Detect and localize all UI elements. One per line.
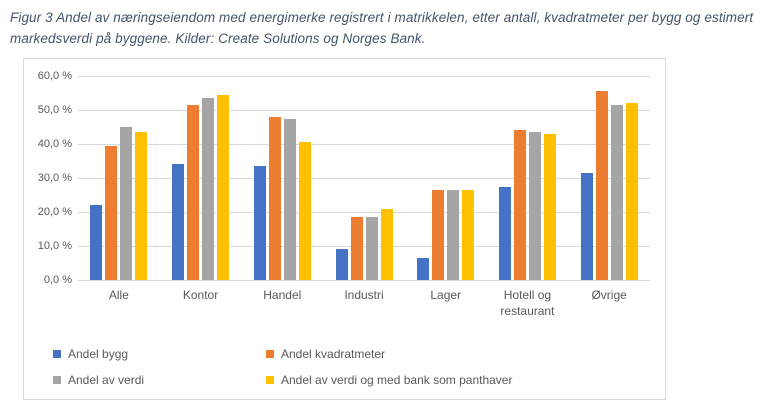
legend-item-label: Andel av verdi og med bank som panthaver [281,373,513,387]
gridline [78,211,650,213]
y-axis-tick-label: 30,0 % [37,172,72,184]
plot-area: 0,0 % 10,0 % 20,0 % 30,0 % 40,0 % 50,0 % 60,0 … [38,70,650,318]
gridline [78,279,650,281]
y-axis-tick-label: 20,0 % [37,206,72,218]
bar [298,142,311,280]
gridline [78,75,650,77]
y-axis-tick-label: 10,0 % [37,240,72,252]
figure-caption: Figur 3 Andel av næringseiendom med ener… [10,10,754,46]
bar [580,172,593,280]
x-axis-category-label: Lager [430,288,462,302]
legend-item: Andel kvadratmeter [266,347,385,361]
x-axis-category-label: Alle [108,288,129,302]
legend-item-label: Andel av verdi [68,373,145,387]
bar [365,217,378,280]
x-axis-category-label: Industri [344,288,384,302]
legend-item-label: Andel kvadratmeter [281,347,386,361]
bar [187,104,200,280]
y-axis-tick-label: 40,0 % [37,138,72,150]
gridline [78,245,650,247]
legend-swatch [53,376,61,384]
bar [335,249,348,280]
bar [268,116,281,280]
legend-swatch [53,350,61,358]
bar [543,133,556,280]
bar [462,189,475,280]
bar [172,164,185,280]
bar [498,186,511,280]
y-axis-tick-label: 50,0 % [37,104,72,116]
bar [283,118,296,280]
bar [595,91,608,280]
legend-item-label: Andel bygg [68,347,129,361]
bar [513,130,526,280]
legend-item: Andel bygg [53,347,128,361]
bar [432,189,445,280]
bar [447,189,460,280]
legend-item: Andel av verdi og med bank som panthaver [266,373,512,387]
bar [610,104,623,280]
bar [253,166,266,280]
legend-item: Andel av verdi [53,373,144,387]
y-axis-tick-label: 0,0 % [43,274,72,286]
bar [528,132,541,280]
bar [625,103,638,280]
gridline [78,143,650,145]
gridline [78,109,650,111]
y-axis-tick-label: 60,0 % [37,70,72,82]
gridline [78,177,650,179]
bar [120,127,133,280]
bar [217,94,230,280]
chart-frame: 0,0 % 10,0 % 20,0 % 30,0 % 40,0 % 50,0 % 60,0 … [23,58,666,400]
x-axis-category-label: Øvrige [591,288,627,302]
bar [135,132,148,280]
legend-swatch [266,376,274,384]
bar [90,205,103,280]
x-axis-category-label: Hotell og restaurant [500,288,555,318]
legend-swatch [266,350,274,358]
bar [105,145,118,280]
x-axis-category-label: Kontor [182,288,219,302]
bar [202,98,215,280]
bar [380,208,393,280]
bar [417,257,430,280]
bar [350,217,363,280]
x-axis-category-label: Handel [263,288,302,302]
